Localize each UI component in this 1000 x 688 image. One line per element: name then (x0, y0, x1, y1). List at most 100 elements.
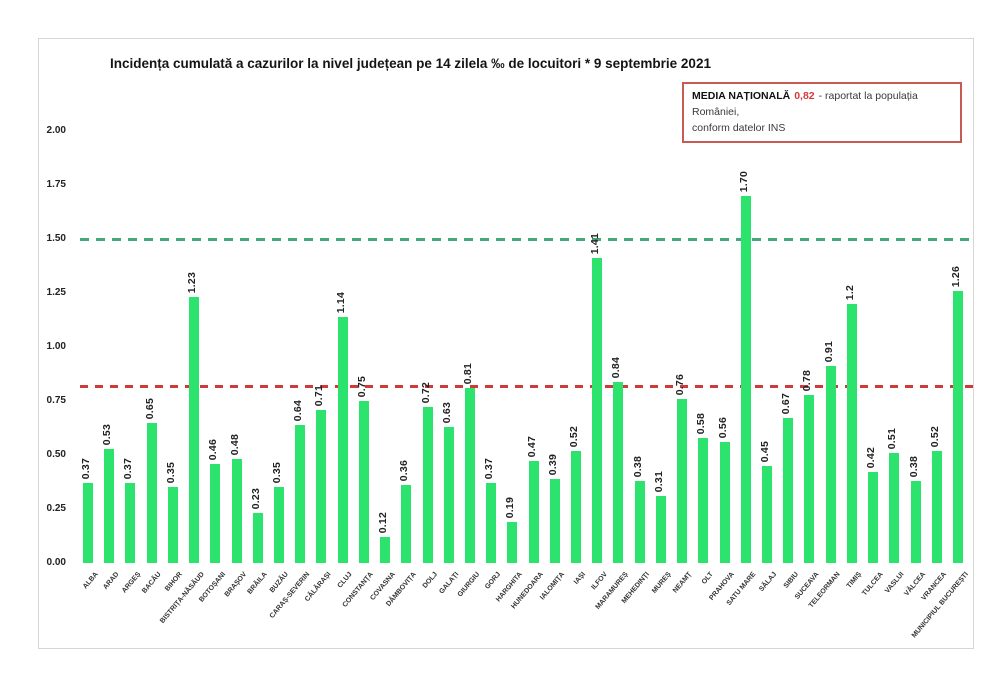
bar-value-label: 0.51 (886, 427, 899, 449)
bar-value-label: 0.38 (631, 455, 644, 477)
bar-value-label: 0.42 (865, 446, 878, 468)
bar-value-label: 0.71 (313, 384, 326, 406)
bar-value-label: 0.84 (610, 356, 623, 378)
bar-value-label: 0.72 (419, 381, 432, 403)
bar (825, 366, 836, 563)
bar (507, 522, 518, 563)
bar-value-label: 0.47 (525, 435, 538, 457)
bar (634, 481, 645, 563)
bar (931, 451, 942, 563)
bar (868, 472, 879, 563)
bar-value-label: 0.91 (822, 340, 835, 362)
national-average-desc-line2: conform datelor INS (692, 121, 786, 134)
bar (401, 485, 412, 563)
bar (910, 481, 921, 563)
bar-value-label: 0.35 (164, 461, 177, 483)
bar (295, 425, 306, 563)
bar-value-label: 0.35 (270, 461, 283, 483)
bar-value-label: 0.52 (568, 425, 581, 447)
bar-value-label: 0.67 (780, 392, 793, 414)
bar-value-label: 0.19 (504, 496, 517, 518)
bar-value-label: 0.38 (907, 455, 920, 477)
bar (740, 196, 751, 563)
bar-value-label: 0.45 (759, 440, 772, 462)
bar (486, 483, 497, 563)
national-average-label: MEDIA NAȚIONALĂ (692, 90, 791, 102)
bar (783, 418, 794, 563)
bar-value-label: 0.39 (546, 453, 559, 475)
bar (846, 304, 857, 563)
bar (549, 479, 560, 563)
bar-value-label: 0.58 (695, 412, 708, 434)
bar (464, 388, 475, 563)
bar (571, 451, 582, 563)
bar-value-label: 0.56 (716, 416, 729, 438)
bar-value-label: 0.76 (674, 373, 687, 395)
bar-value-label: 0.81 (461, 362, 474, 384)
bar (104, 449, 115, 563)
bar (316, 410, 327, 563)
y-axis-tick: 0.25 (46, 503, 66, 514)
y-axis-tick: 1.00 (46, 341, 66, 352)
bar (953, 291, 963, 563)
bar (380, 537, 391, 563)
bar-value-label: 0.46 (207, 438, 220, 460)
national-average-desc-line1: - raportat la populația României, (692, 90, 918, 118)
bar (273, 487, 284, 563)
y-axis-tick: 1.25 (46, 287, 66, 298)
bar-value-label: 0.31 (652, 470, 665, 492)
bar (677, 399, 688, 563)
bar-value-label: 0.52 (928, 425, 941, 447)
bar-value-label: 0.12 (377, 511, 390, 533)
bar (719, 442, 730, 563)
national-average-line (80, 384, 973, 388)
bar-value-label: 0.37 (483, 457, 496, 479)
bar (125, 483, 136, 563)
bar-value-label: 1.70 (737, 170, 750, 192)
y-axis-tick: 1.50 (46, 233, 66, 244)
bar-value-label: 1.23 (186, 271, 199, 293)
bar (337, 317, 348, 563)
bar-value-label: 0.36 (398, 459, 411, 481)
bar (443, 427, 454, 563)
national-average-value: 0,82 (794, 90, 815, 102)
bar-value-label: 1.26 (950, 265, 962, 287)
bar (189, 297, 200, 563)
bar (146, 423, 157, 563)
bar (252, 513, 263, 563)
bar (762, 466, 773, 563)
bar (358, 401, 369, 563)
national-average-box: MEDIA NAȚIONALĂ 0,82- raportat la populaț… (682, 82, 962, 144)
y-axis-tick: 0.75 (46, 395, 66, 406)
bar-value-label: 0.63 (440, 401, 453, 423)
bar (613, 382, 624, 563)
bar-value-label: 0.48 (228, 433, 241, 455)
bar (698, 438, 709, 563)
bar (210, 464, 221, 563)
bar (83, 483, 93, 563)
bar (889, 453, 900, 563)
bar-value-label: 0.65 (143, 397, 156, 419)
y-axis-tick: 0.00 (46, 557, 66, 568)
threshold-line (80, 238, 973, 241)
bar-value-label: 0.53 (101, 423, 114, 445)
bar (804, 395, 815, 563)
bar (167, 487, 178, 563)
bar (422, 407, 433, 563)
bar-value-label: 0.75 (355, 375, 368, 397)
bar (231, 459, 242, 563)
bar-value-label: 1.2 (843, 284, 856, 300)
y-axis-tick: 0.50 (46, 449, 66, 460)
bar-value-label: 1.14 (334, 291, 347, 313)
y-axis-tick: 2.00 (46, 125, 66, 136)
bar-value-label: 0.37 (80, 457, 92, 479)
bar (655, 496, 666, 563)
bar-value-label: 1.41 (589, 232, 602, 254)
bar-value-label: 0.64 (292, 399, 305, 421)
bar (592, 258, 603, 563)
bar-value-label: 0.37 (122, 457, 135, 479)
bar (528, 461, 539, 563)
y-axis-tick: 1.75 (46, 179, 66, 190)
chart-title: Incidența cumulată a cazurilor la nivel … (110, 56, 711, 71)
